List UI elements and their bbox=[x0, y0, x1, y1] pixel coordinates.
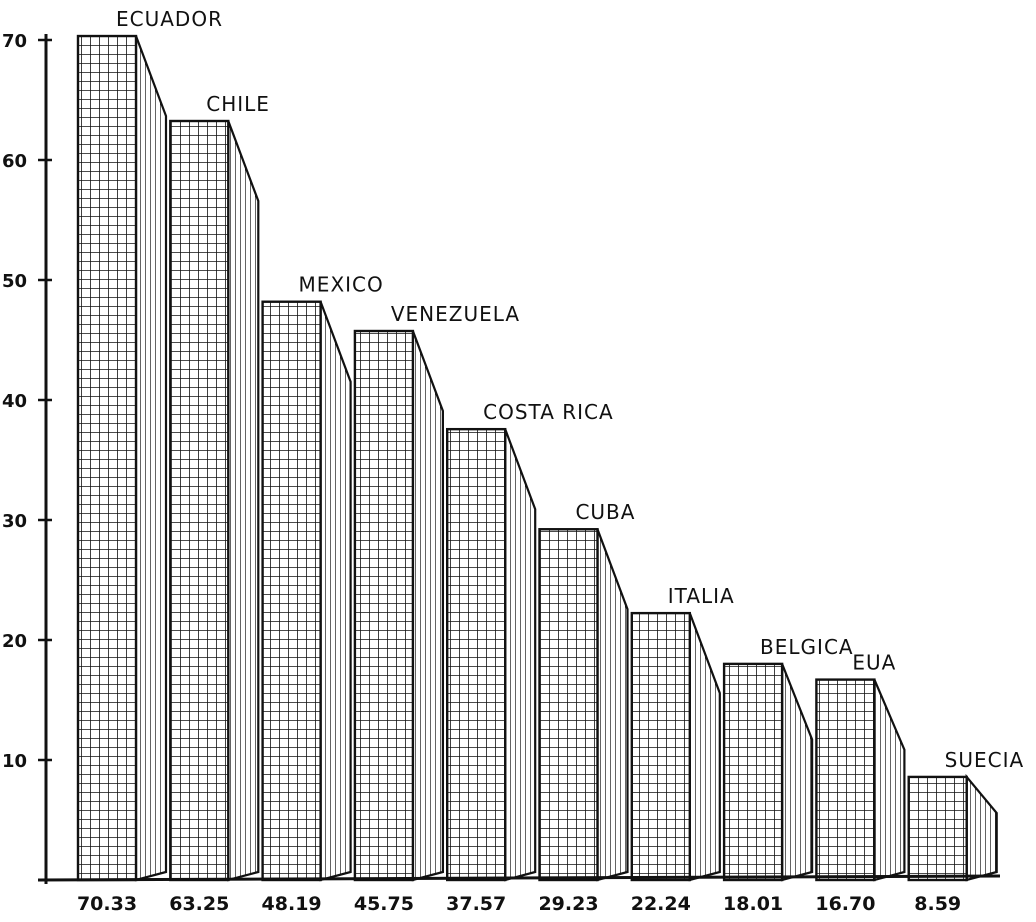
labels-layer: ECUADOR 70.33 CHILE 63.25 MEXICO 48.19 VENEZUE… bbox=[77, 7, 1025, 915]
y-tick-label: 50 bbox=[2, 271, 27, 292]
y-tick-label: 40 bbox=[2, 391, 27, 412]
bar-value-label: 22.24 bbox=[631, 893, 691, 915]
bar-venezuela bbox=[353, 329, 444, 882]
bar-side-face bbox=[411, 330, 444, 882]
bar-suecia bbox=[907, 773, 998, 882]
axis-layer bbox=[37, 34, 1001, 884]
y-tick-label: 60 bbox=[2, 151, 27, 172]
bar-front-face bbox=[261, 300, 322, 882]
bar-side-face bbox=[780, 663, 814, 882]
bar-eua bbox=[815, 678, 906, 882]
bar-side-face bbox=[596, 528, 629, 882]
bar-value-label: 29.23 bbox=[538, 893, 598, 915]
bar-category-label: ECUADOR bbox=[116, 7, 223, 31]
bar-value-label: 70.33 bbox=[77, 893, 137, 915]
bar-costa-rica bbox=[446, 427, 537, 882]
bar-front-face bbox=[630, 611, 691, 882]
bar-value-label: 16.70 bbox=[815, 893, 875, 915]
bar-front-face bbox=[538, 528, 599, 882]
bar-value-label: 45.75 bbox=[354, 893, 414, 915]
bar-category-label: EUA bbox=[852, 651, 896, 675]
bar-side-face bbox=[873, 679, 906, 882]
bar-category-label: ITALIA bbox=[668, 584, 735, 608]
bar-front-face bbox=[907, 775, 968, 882]
bar-front-face bbox=[76, 34, 138, 882]
bars-layer bbox=[76, 34, 998, 882]
bar-front-face bbox=[722, 662, 784, 882]
bar-side-face bbox=[688, 612, 721, 882]
bar-value-label: 48.19 bbox=[262, 893, 322, 915]
bar-value-label: 37.57 bbox=[446, 893, 506, 915]
bar-side-face bbox=[504, 428, 537, 882]
bar-side-face bbox=[227, 120, 260, 882]
bar-belgica bbox=[722, 662, 814, 882]
bar-chile bbox=[169, 119, 260, 882]
y-tick-label: 30 bbox=[2, 511, 27, 532]
bar-cuba bbox=[538, 528, 629, 882]
y-tick-label: 10 bbox=[2, 751, 27, 772]
bar-italia bbox=[630, 611, 721, 882]
bar-category-label: MEXICO bbox=[299, 273, 384, 297]
bar-category-label: CUBA bbox=[575, 500, 635, 524]
bar-category-label: CHILE bbox=[206, 92, 270, 116]
bar-category-label: COSTA RICA bbox=[483, 400, 614, 424]
bar-front-face bbox=[169, 119, 230, 882]
y-ticks-layer: 10 20 30 40 50 60 70 bbox=[2, 31, 52, 772]
bar-ecuador bbox=[76, 34, 168, 882]
bar-front-face bbox=[353, 329, 415, 882]
bar-category-label: VENEZUELA bbox=[391, 302, 520, 326]
x-axis-line bbox=[37, 874, 1001, 882]
y-tick-label: 20 bbox=[2, 631, 27, 652]
bar-category-label: SUECIA bbox=[945, 748, 1025, 772]
bar-category-label: BELGICA bbox=[760, 635, 854, 659]
bar-side-face bbox=[134, 35, 168, 882]
bar-side-face bbox=[965, 773, 998, 882]
bar-value-label: 63.25 bbox=[169, 893, 229, 915]
bar-side-face bbox=[319, 301, 352, 882]
y-tick-label: 70 bbox=[2, 31, 27, 52]
bar-value-label: 18.01 bbox=[723, 893, 783, 915]
bar-mexico bbox=[261, 300, 352, 882]
bar-front-face bbox=[446, 427, 507, 882]
bar-front-face bbox=[815, 678, 876, 882]
bar-value-label: 8.59 bbox=[914, 893, 961, 915]
